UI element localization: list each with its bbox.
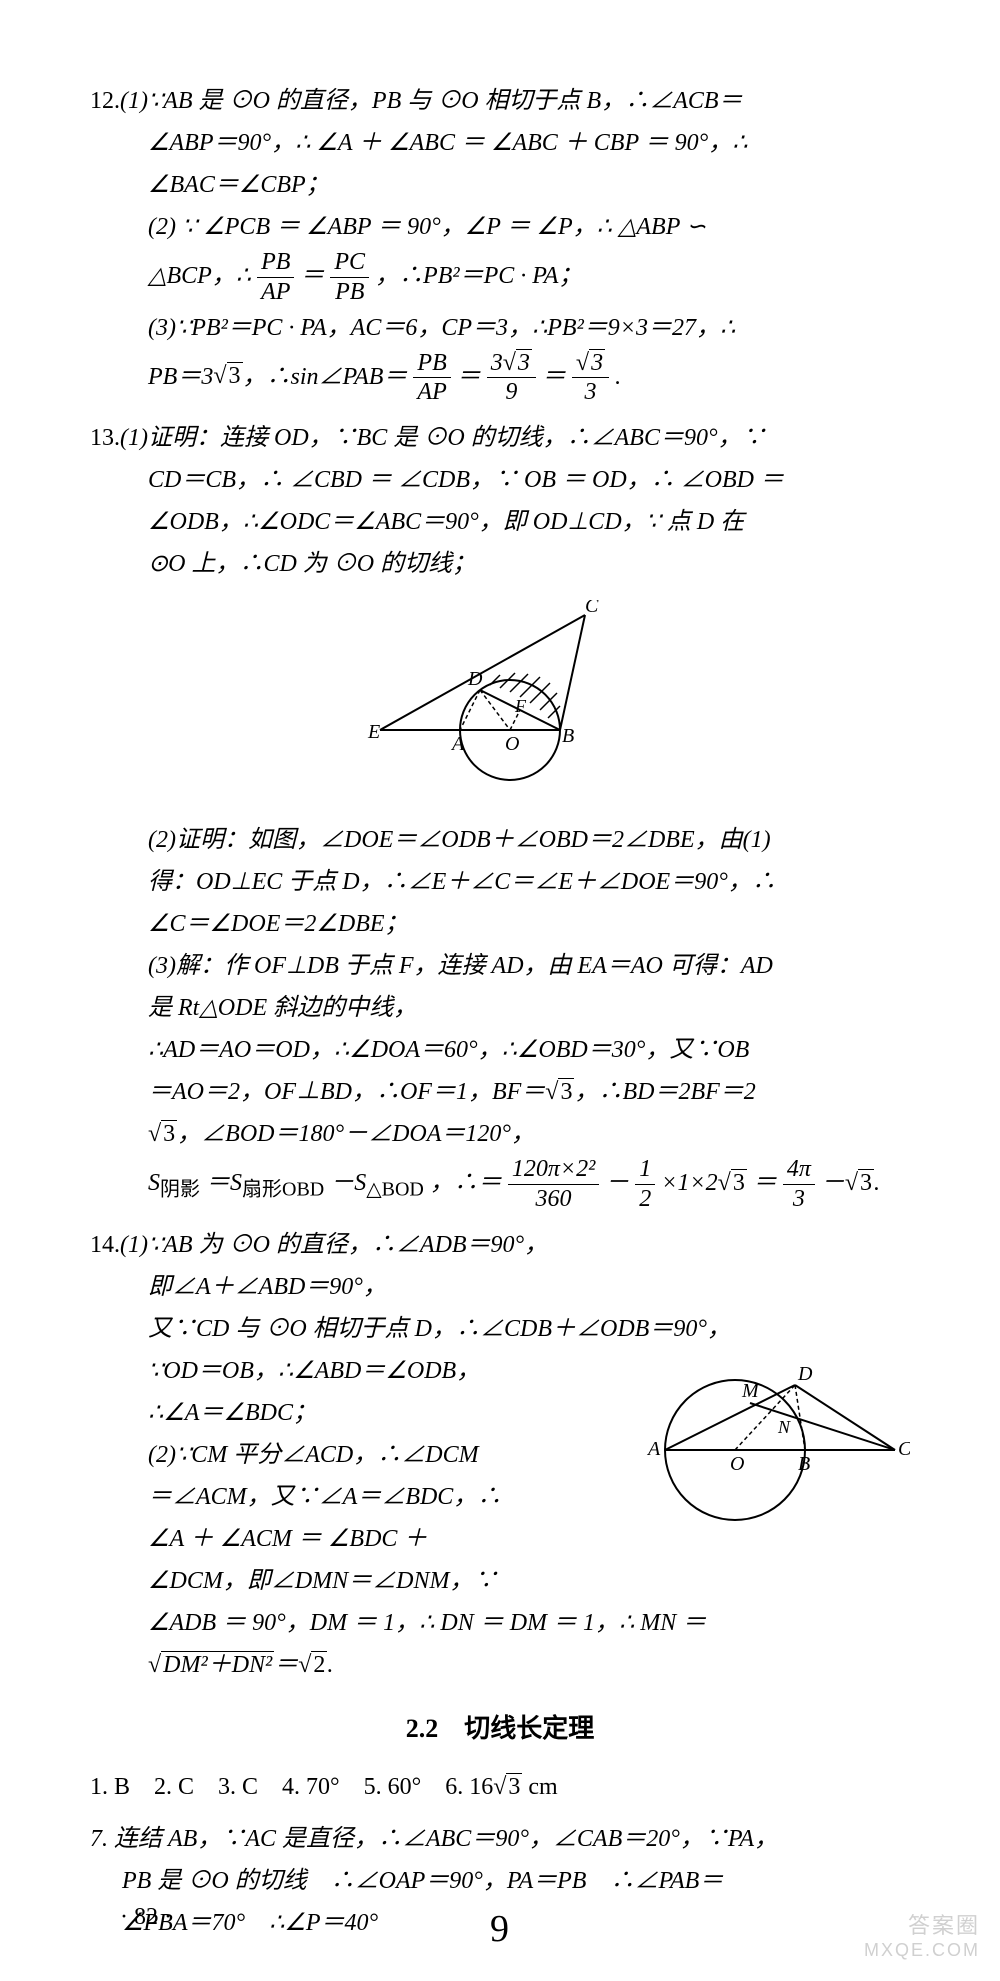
svg-text:C: C (585, 600, 599, 617)
svg-text:F: F (514, 696, 527, 716)
svg-text:M: M (741, 1380, 760, 1402)
p13-p3-6: S阴影 ＝S扇形OBD －S△BOD ，∴＝ 120π×2²360 － 12 ×… (90, 1155, 910, 1214)
p12-l6: (3)∵PB²＝PC · PA，AC＝6，CP＝3，∴PB²＝9×3＝27，∴ (148, 315, 735, 341)
svg-text:D: D (467, 668, 483, 690)
p14-l7: ＝∠ACM，又∵∠A＝∠BDC，∴ (148, 1484, 501, 1510)
p13-p3-1: (3)解：作 OF⊥DB 于点 F，连接 AD，由 EA＝AO 可得：AD (148, 953, 773, 979)
p13-l3: ∠ODB，∴∠ODC＝∠ABC＝90°，即 OD⊥CD，∵ 点 D 在 (148, 509, 744, 535)
p13-p3-4: ＝AO＝2，OF⊥BD，∴OF＝1，BF＝3，∴BD＝2BF＝2 (90, 1071, 910, 1113)
p12-l3: ∠BAC＝∠CBP； (148, 172, 330, 198)
p13-l4: ⊙O 上，∴CD 为 ⊙O 的切线； (148, 551, 476, 577)
p12-l2: ∠ABP＝90°，∴ ∠A ＋ ∠ABC ＝ ∠ABC ＋ CBP ＝ 90°，… (148, 130, 748, 156)
p12-line: 12.(1)∵AB 是 ⊙O 的直径，PB 与 ⊙O 相切于点 B，∴∠ACB＝ (90, 80, 910, 122)
p13-p3-2: 是 Rt△ODE 斜边的中线， (148, 995, 417, 1021)
svg-text:A: A (646, 1438, 661, 1460)
p14-l8: ∠A ＋ ∠ACM ＝ ∠BDC ＋ (148, 1526, 427, 1552)
svg-text:D: D (797, 1363, 813, 1385)
svg-text:E: E (367, 721, 380, 743)
p14-l3: 又∵CD 与 ⊙O 相切于点 D，∴∠CDB＋∠ODB＝90°， (148, 1316, 731, 1342)
section-title: 2.2 切线长定理 (90, 1706, 910, 1752)
p13-p2-2: 得：OD⊥EC 于点 D，∴∠E＋∠C＝∠E＋∠DOE＝90°，∴ (148, 869, 776, 895)
problem-14: 14.(1)∵AB 为 ⊙O 的直径，∴∠ADB＝90°， 即∠A＋∠ABD＝9… (90, 1224, 910, 1686)
figure-1: C D F E A O B (90, 600, 910, 804)
p13-p2-1: (2)证明：如图，∠DOE＝∠ODB＋∠OBD＝2∠DBE，由(1) (148, 827, 771, 853)
p13-p3-5: 3，∠BOD＝180°－∠DOA＝120°， (90, 1113, 910, 1155)
p13-p2-3: ∠C＝∠DOE＝2∠DBE； (148, 911, 409, 937)
p14-l11: DM²＋DN²＝2. (90, 1644, 910, 1686)
p14-l10: ∠ADB ＝ 90°，DM ＝ 1，∴ DN ＝ DM ＝ 1，∴ MN ＝ (148, 1610, 706, 1636)
p14-l9: ∠DCM，即∠DMN＝∠DNM，∵ (148, 1568, 498, 1594)
p12-l4: (2) ∵ ∠PCB ＝ ∠ABP ＝ 90°，∠P ＝ ∠P，∴ △ABP ∽ (148, 214, 706, 240)
p13-p3-3: ∴AD＝AO＝OD，∴∠DOA＝60°，∴∠OBD＝30°，又∵OB (148, 1037, 749, 1063)
p14-l2: 即∠A＋∠ABD＝90°， (148, 1274, 387, 1300)
svg-text:O: O (505, 733, 519, 755)
q7-l1: 7. 连结 AB，∵AC 是直径，∴∠ABC＝90°，∠CAB＝20°，∵PA， (90, 1826, 778, 1852)
p14-l1: (1)∵AB 为 ⊙O 的直径，∴∠ADB＝90°， (120, 1232, 548, 1258)
q7-l2: PB 是 ⊙O 的切线 ∴∠OAP＝90°，PA＝PB ∴∠PAB＝ (122, 1868, 723, 1894)
p14-l6: (2)∵CM 平分∠ACD，∴∠DCM (148, 1442, 479, 1468)
p12-l5: △BCP，∴ PBAP ＝ PCPB ，∴PB²＝PC · PA； (90, 248, 910, 307)
page-content: 12.(1)∵AB 是 ⊙O 的直径，PB 与 ⊙O 相切于点 B，∴∠ACB＝… (90, 80, 910, 1944)
svg-text:O: O (730, 1453, 744, 1475)
figure-2: D M N A O B C (620, 1355, 910, 1539)
problem-13: 13.(1)证明：连接 OD，∵BC 是 ⊙O 的切线，∴∠ABC＝90°，∵ … (90, 417, 910, 1214)
svg-text:A: A (450, 733, 465, 755)
geometry-diagram-2: D M N A O B C (620, 1355, 910, 1525)
svg-text:C: C (898, 1438, 910, 1460)
page-number: · 82 · (120, 1904, 172, 1931)
answer-line-1: 1. B 2. C 3. C 4. 70° 5. 60° 6. 163 cm (90, 1766, 910, 1808)
svg-text:B: B (798, 1453, 810, 1475)
svg-text:B: B (562, 725, 574, 747)
problem-12: 12.(1)∵AB 是 ⊙O 的直径，PB 与 ⊙O 相切于点 B，∴∠ACB＝… (90, 80, 910, 407)
p13-l2: CD＝CB，∴ ∠CBD ＝ ∠CDB，∵ OB ＝ OD，∴ ∠OBD ＝ (148, 467, 784, 493)
p14-l5: ∴∠A＝∠BDC； (148, 1400, 317, 1426)
geometry-diagram-1: C D F E A O B (360, 600, 640, 790)
watermark: 答案圈 MXQE.COM (864, 1908, 980, 1961)
svg-text:N: N (777, 1417, 791, 1437)
p12-l7: PB＝33，∴sin∠PAB＝ PBAP ＝ 339 ＝ 33 . (90, 349, 910, 408)
p13-l1: (1)证明：连接 OD，∵BC 是 ⊙O 的切线，∴∠ABC＝90°，∵ (120, 425, 766, 451)
handwritten-number: 9 (490, 1907, 509, 1951)
p14-l4: ∵OD＝OB，∴∠ABD＝∠ODB， (148, 1358, 480, 1384)
